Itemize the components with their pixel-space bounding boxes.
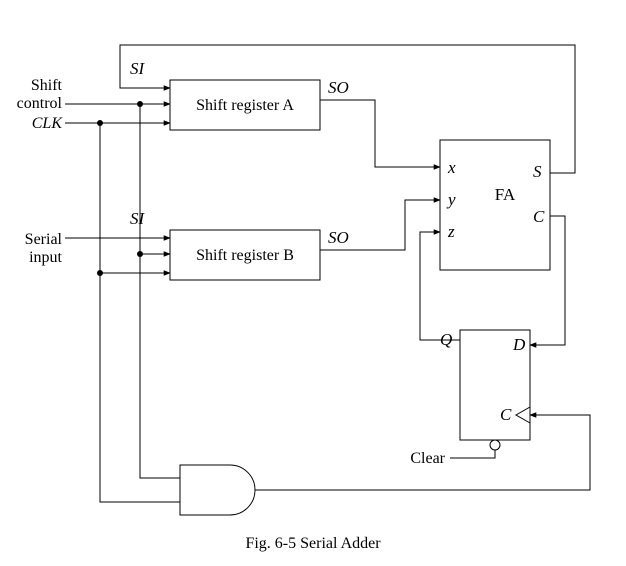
wire-shift-control-to-and <box>140 254 180 478</box>
wire-clk-to-b <box>100 123 170 273</box>
and-gate <box>180 465 255 515</box>
shift-register-b-label: Shift register B <box>196 247 294 264</box>
figure-caption: Fig. 6-5 Serial Adder <box>245 535 381 552</box>
fa-label: FA <box>495 185 516 204</box>
reg-a-si-label: SI <box>130 59 146 78</box>
dff-c-label: C <box>500 405 512 424</box>
wire-clear-to-dff <box>450 450 495 458</box>
fa-x-label: x <box>447 158 456 177</box>
serial-input-label: Serial <box>25 231 63 248</box>
fa-y-label: y <box>446 190 456 209</box>
dff-clear-bubble <box>490 440 500 450</box>
full-adder-block <box>440 140 550 270</box>
clk-label: CLK <box>32 115 64 132</box>
serial-adder-diagram: Shift register A SI SO Shift register B … <box>0 0 626 561</box>
shift-register-a-label: Shift register A <box>196 97 294 114</box>
fa-c-label: C <box>533 207 545 226</box>
fa-z-label: z <box>447 222 455 241</box>
dff-d-label: D <box>512 335 526 354</box>
clear-label: Clear <box>410 450 445 467</box>
reg-a-so-label: SO <box>328 78 349 97</box>
fa-s-label: S <box>533 162 542 181</box>
shift-control-label2: control <box>17 95 63 112</box>
reg-b-si-label: SI <box>130 209 146 228</box>
reg-b-so-label: SO <box>328 228 349 247</box>
wire-shift-control-to-b <box>140 104 170 254</box>
serial-input-label2: input <box>29 249 62 266</box>
wire-reg-a-so-to-fa-x <box>320 100 440 167</box>
shift-control-label: Shift <box>31 77 63 94</box>
